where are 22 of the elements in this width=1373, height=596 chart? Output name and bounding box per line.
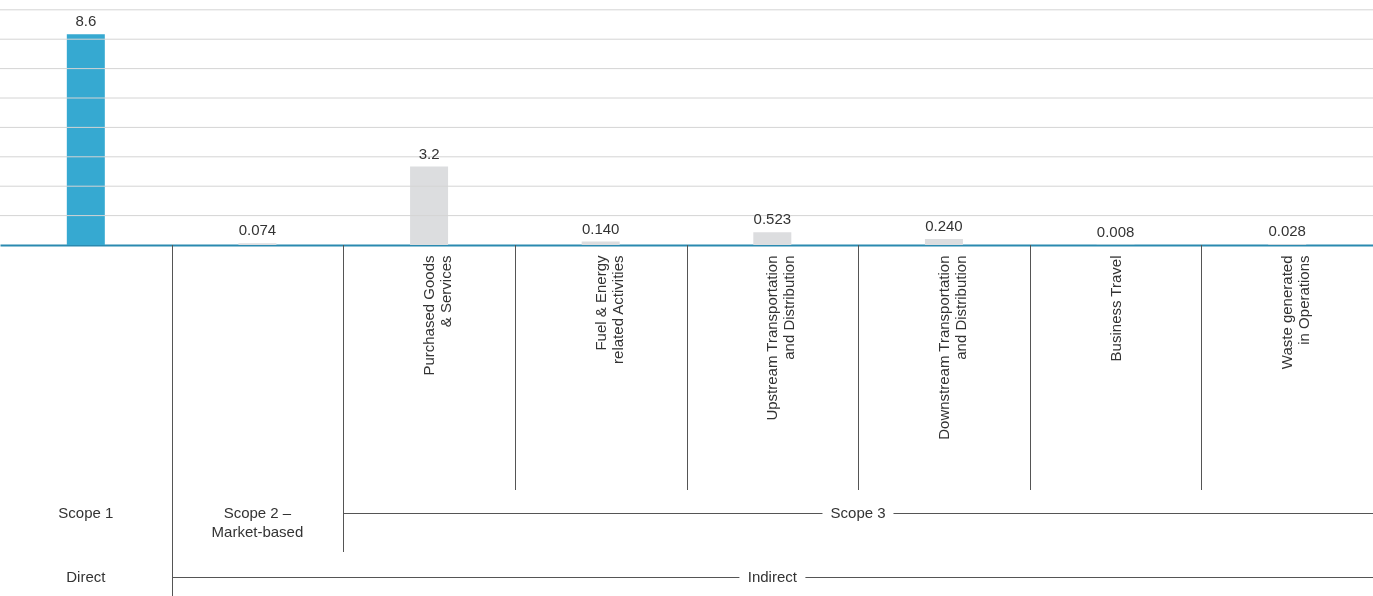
- text: Scope 3: [822, 503, 894, 522]
- text: Scope 1: [50, 503, 122, 522]
- data-label: 0.008: [1096, 222, 1135, 240]
- text: Indirect: [739, 567, 805, 586]
- text: Direct: [58, 567, 114, 586]
- data-label: 0.028: [1268, 222, 1306, 240]
- bar: [753, 232, 792, 245]
- data-label: 8.6: [75, 12, 97, 30]
- x-tick-label: Upstream Transportation and Distribution: [763, 255, 798, 421]
- x-tick-label: Business Travel: [1106, 255, 1124, 362]
- text: Scope 2 – Market-based: [189, 503, 326, 541]
- bar: [924, 239, 963, 245]
- bar: [66, 34, 105, 245]
- data-label: 0.074: [238, 221, 277, 239]
- x-tick-label: Fuel & Energy related Activities: [591, 255, 626, 364]
- x-tick-label: Waste generated in Operations: [1278, 255, 1313, 370]
- x-tick-label: Purchased Goods & Services: [420, 255, 455, 376]
- data-label: 3.2: [418, 144, 440, 162]
- x-tick-label: Downstream Transportation and Distribution: [934, 255, 969, 440]
- data-label: 0.140: [581, 219, 620, 237]
- data-label: 0.523: [753, 210, 792, 228]
- data-label: 0.240: [925, 217, 963, 235]
